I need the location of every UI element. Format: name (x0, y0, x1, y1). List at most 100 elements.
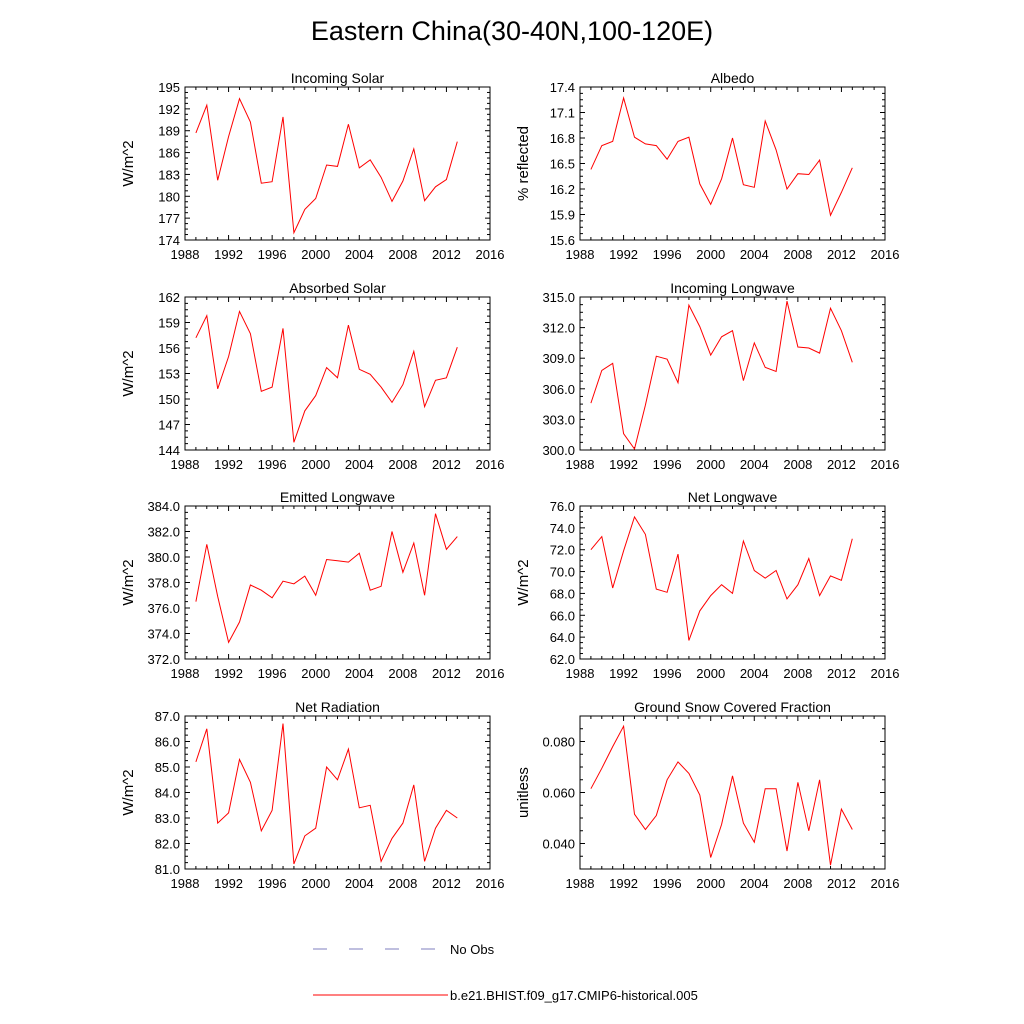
y-tick-label: 159 (158, 316, 180, 331)
panel-1: Albedo % reflected 1988 1992 1996 2000 2004 200… (515, 70, 899, 262)
legend-no-obs-label: No Obs (450, 942, 495, 957)
x-tick-label: 2000 (696, 876, 725, 891)
series-line (590, 724, 853, 866)
panel-5: Net Longwave W/m^2 1988 1992 1996 2000 2004 200… (515, 489, 899, 681)
series-line (590, 515, 853, 641)
y-tick-label: 306.0 (542, 382, 575, 397)
y-tick-label: 64.0 (550, 630, 575, 645)
panel-title: Absorbed Solar (289, 280, 386, 296)
panel-title: Net Radiation (295, 699, 380, 715)
x-tick-label: 2008 (783, 247, 812, 262)
y-tick-label: 183 (158, 167, 180, 182)
x-tick-label: 2016 (476, 876, 505, 891)
y-tick-label: 150 (158, 392, 180, 407)
x-tick-label: 1988 (171, 247, 200, 262)
x-tick-label: 2004 (740, 876, 769, 891)
y-tick-label: 374.0 (147, 627, 180, 642)
x-tick-label: 2012 (827, 247, 856, 262)
x-tick-label: 2012 (827, 457, 856, 472)
y-axis-label: % reflected (515, 126, 532, 201)
x-tick-label: 1988 (566, 666, 595, 681)
x-tick-label: 1996 (653, 666, 682, 681)
x-tick-label: 2012 (432, 876, 461, 891)
y-tick-label: 315.0 (542, 290, 575, 305)
series-line (195, 723, 458, 865)
x-tick-label: 2016 (871, 247, 900, 262)
y-tick-label: 312.0 (542, 321, 575, 336)
x-tick-label: 2016 (871, 457, 900, 472)
x-tick-label: 2004 (740, 457, 769, 472)
y-tick-label: 156 (158, 341, 180, 356)
figure-title: Eastern China(30-40N,100-120E) (311, 16, 713, 46)
plot-frame (579, 296, 886, 451)
x-tick-label: 1988 (171, 666, 200, 681)
x-tick-label: 2000 (696, 247, 725, 262)
y-tick-label: 17.1 (550, 106, 575, 121)
y-tick-label: 16.8 (550, 131, 575, 146)
panels: Incoming Solar W/m^2 1988 1992 1996 2000 2004 2… (120, 70, 899, 891)
y-tick-label: 376.0 (147, 601, 180, 616)
x-tick-label: 2008 (783, 876, 812, 891)
y-tick-label: 303.0 (542, 412, 575, 427)
y-tick-label: 85.0 (155, 760, 180, 775)
series-line (195, 97, 458, 235)
plot-frame (184, 86, 491, 241)
panel-7: Ground Snow Covered Fraction unitless 1988… (515, 699, 899, 891)
y-tick-label: 83.0 (155, 811, 180, 826)
panel-0: Incoming Solar W/m^2 1988 1992 1996 2000 2004 2… (120, 70, 504, 262)
panel-3: Incoming Longwave 1988 1992 1996 2000 2004 200… (542, 280, 899, 472)
x-tick-label: 2000 (696, 457, 725, 472)
plot-frame (184, 715, 491, 870)
panel-title: Incoming Longwave (670, 280, 795, 296)
x-tick-label: 1996 (258, 666, 287, 681)
plot-frame (579, 505, 886, 660)
y-axis-label: W/m^2 (515, 559, 532, 605)
y-tick-label: 177 (158, 211, 180, 226)
x-tick-label: 1992 (609, 666, 638, 681)
y-tick-label: 87.0 (155, 709, 180, 724)
y-tick-label: 15.6 (550, 233, 575, 248)
x-tick-label: 1996 (653, 247, 682, 262)
x-tick-label: 1996 (653, 457, 682, 472)
x-tick-label: 2000 (696, 666, 725, 681)
plot-frame (579, 86, 886, 241)
legend-model-label: b.e21.BHIST.f09_g17.CMIP6-historical.005 (450, 988, 698, 1003)
y-tick-label: 70.0 (550, 565, 575, 580)
x-tick-label: 2016 (476, 666, 505, 681)
y-tick-label: 380.0 (147, 550, 180, 565)
panel-title: Net Longwave (688, 489, 778, 505)
x-tick-label: 1996 (258, 247, 287, 262)
y-tick-label: 180 (158, 189, 180, 204)
y-tick-label: 144 (158, 443, 180, 458)
x-tick-label: 2012 (827, 666, 856, 681)
x-tick-label: 1992 (609, 247, 638, 262)
x-tick-label: 2004 (345, 666, 374, 681)
x-tick-label: 1992 (214, 666, 243, 681)
x-tick-label: 1992 (214, 457, 243, 472)
panel-6: Net Radiation W/m^2 1988 1992 1996 2000 2004 20… (120, 699, 504, 891)
x-tick-label: 2012 (827, 876, 856, 891)
y-tick-label: 86.0 (155, 735, 180, 750)
x-tick-label: 2000 (301, 876, 330, 891)
y-tick-label: 81.0 (155, 862, 180, 877)
panel-4: Emitted Longwave W/m^2 1988 1992 1996 2000 200… (120, 489, 504, 681)
x-tick-label: 2008 (388, 876, 417, 891)
y-tick-label: 0.080 (542, 735, 575, 750)
panel-2: Absorbed Solar W/m^2 1988 1992 1996 2000 2004 2… (120, 280, 504, 472)
y-tick-label: 174 (158, 233, 180, 248)
y-tick-label: 384.0 (147, 499, 180, 514)
x-tick-label: 2012 (432, 666, 461, 681)
x-tick-label: 2008 (783, 457, 812, 472)
plot-frame (184, 296, 491, 451)
panel-title: Ground Snow Covered Fraction (634, 699, 831, 715)
y-tick-label: 195 (158, 80, 180, 95)
y-tick-label: 162 (158, 290, 180, 305)
panel-title: Emitted Longwave (280, 489, 395, 505)
x-tick-label: 1992 (214, 876, 243, 891)
x-tick-label: 2008 (388, 247, 417, 262)
y-tick-label: 15.9 (550, 208, 575, 223)
x-tick-label: 1996 (653, 876, 682, 891)
x-tick-label: 1988 (566, 247, 595, 262)
y-tick-label: 147 (158, 418, 180, 433)
